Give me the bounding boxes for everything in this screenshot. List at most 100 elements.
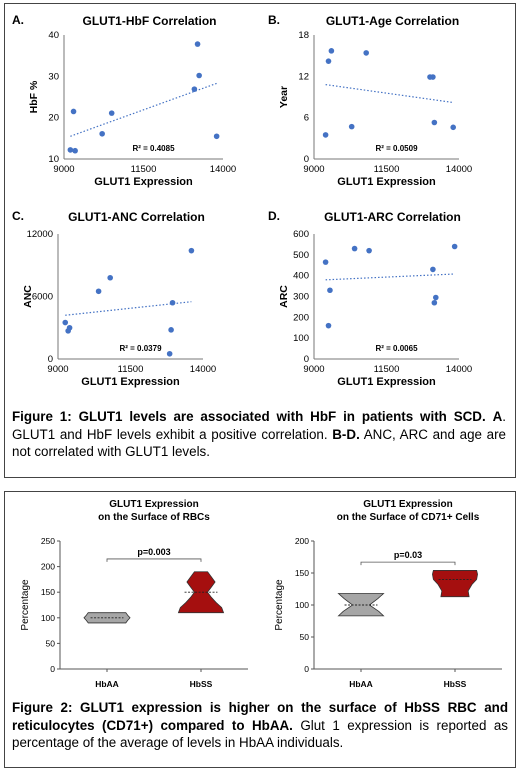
figure-1-caption-a-label: A bbox=[492, 409, 503, 424]
panel-label: B. bbox=[268, 13, 280, 27]
data-point bbox=[431, 299, 438, 306]
chart-title: GLUT1-ARC Correlation bbox=[324, 210, 461, 224]
x-axis-label: GLUT1 Expression bbox=[94, 176, 193, 188]
panel-label: C. bbox=[12, 209, 24, 223]
y-tick-label: 50 bbox=[46, 638, 56, 648]
data-point bbox=[70, 108, 77, 115]
y-tick-label: 0 bbox=[50, 664, 55, 674]
x-tick-label: HbSS bbox=[190, 679, 213, 689]
x-tick-label: 11500 bbox=[374, 164, 400, 175]
chart-glut1-age: B. GLUT1-Age Correlation 0 6 12 18 9000 11500 14… bbox=[268, 13, 472, 188]
x-tick-label: 9000 bbox=[303, 364, 324, 375]
data-point bbox=[366, 247, 372, 254]
violin-hbss bbox=[177, 571, 225, 614]
chart-title-line: on the Surface of RBCs bbox=[98, 512, 210, 523]
y-tick-label: 150 bbox=[295, 568, 309, 578]
x-tick-label: 14000 bbox=[210, 164, 236, 175]
figure-1-caption: Figure 1: GLUT1 levels are associated wi… bbox=[12, 408, 506, 461]
y-tick-label: 100 bbox=[293, 333, 309, 344]
chart-glut1-arc: D. GLUT1-ARC Correlation 0 100 200 300 400 500 6… bbox=[268, 209, 472, 388]
x-tick-label: HbSS bbox=[444, 679, 467, 689]
data-point bbox=[99, 130, 105, 137]
chart-violin-rbc: GLUT1 Expression on the Surface of RBCs 0 5… bbox=[20, 499, 248, 689]
y-axis-label: HbF % bbox=[28, 80, 40, 113]
data-point bbox=[351, 245, 358, 252]
x-tick-label: 11500 bbox=[118, 364, 144, 375]
y-axis-label: Percentage bbox=[274, 579, 285, 631]
y-axis-label: Percentage bbox=[20, 579, 31, 631]
y-tick-label: 40 bbox=[48, 30, 59, 41]
data-point bbox=[196, 72, 202, 79]
y-tick-label: 6 bbox=[304, 113, 309, 124]
data-point bbox=[431, 119, 438, 126]
y-tick-label: 200 bbox=[293, 312, 309, 323]
data-point bbox=[188, 247, 195, 254]
x-tick-label: 14000 bbox=[446, 164, 472, 175]
data-point bbox=[194, 41, 201, 47]
p-value-label: p=0.03 bbox=[394, 550, 422, 560]
y-tick-label: 200 bbox=[295, 536, 309, 546]
x-tick-label: 9000 bbox=[53, 164, 74, 175]
data-point bbox=[169, 299, 176, 306]
y-axis-label: Year bbox=[278, 86, 290, 108]
x-axis-label: GLUT1 Expression bbox=[81, 376, 180, 388]
chart-glut1-anc: C. GLUT1-ANC Correlation 0 6000 12000 9000 115… bbox=[12, 209, 216, 388]
data-point bbox=[213, 133, 220, 140]
data-point bbox=[451, 243, 458, 250]
panel-label: A. bbox=[12, 13, 24, 27]
x-tick-label: 14000 bbox=[446, 364, 472, 375]
trendline bbox=[325, 84, 454, 104]
y-tick-label: 100 bbox=[295, 600, 309, 610]
y-axis-label: ARC bbox=[278, 285, 290, 308]
figure-2-caption: Figure 2: GLUT1 expression is higher on … bbox=[12, 699, 508, 752]
chart-violin-cd71: GLUT1 Expression on the Surface of CD71+ … bbox=[274, 499, 502, 689]
chart-title-line: GLUT1 Expression bbox=[363, 499, 452, 510]
data-point bbox=[327, 287, 333, 294]
y-tick-label: 50 bbox=[300, 632, 310, 642]
trendline bbox=[70, 82, 217, 137]
figure-1-caption-bd-label: B-D. bbox=[332, 426, 360, 442]
x-axis-label: GLUT1 Expression bbox=[337, 376, 436, 388]
chart-title-line: on the Surface of CD71+ Cells bbox=[337, 512, 480, 523]
violin-hbss bbox=[432, 570, 478, 598]
figure-1-caption-a-text: . GLUT1 and HbF levels exhibit a positiv… bbox=[12, 409, 506, 442]
data-point bbox=[322, 132, 329, 138]
data-point bbox=[325, 322, 332, 329]
figure-1-caption-bd-text: ANC, ARC and age are not correlated with… bbox=[12, 426, 507, 460]
figure-2-panel bbox=[4, 491, 516, 768]
data-point bbox=[328, 48, 335, 54]
y-tick-label: 10 bbox=[48, 154, 59, 165]
r-squared-label: R² = 0.4085 bbox=[132, 144, 175, 153]
figure-1-panel bbox=[4, 3, 516, 478]
y-tick-label: 18 bbox=[298, 30, 309, 41]
data-point bbox=[107, 274, 113, 281]
y-tick-label: 600 bbox=[293, 229, 309, 240]
data-point bbox=[62, 319, 69, 326]
x-tick-label: 14000 bbox=[190, 364, 216, 375]
x-tick-label: 9000 bbox=[47, 364, 68, 375]
y-tick-label: 100 bbox=[41, 613, 55, 623]
figure-2-caption-rest: Glut 1 expression is reported as percent… bbox=[12, 717, 508, 751]
data-point bbox=[168, 327, 174, 333]
data-point bbox=[72, 147, 78, 154]
violin-hbaa bbox=[337, 593, 385, 617]
data-point bbox=[433, 294, 439, 301]
violin-hbaa bbox=[83, 612, 131, 624]
y-tick-label: 250 bbox=[41, 536, 55, 546]
y-axis-label: ANC bbox=[22, 285, 34, 308]
data-point bbox=[430, 74, 436, 80]
data-point bbox=[95, 288, 102, 295]
data-point bbox=[430, 266, 436, 273]
figure-1-caption-bold: Figure 1: GLUT1 levels are associated wi… bbox=[12, 409, 486, 424]
data-point bbox=[67, 147, 74, 153]
chart-glut1-hbf: A. GLUT1-HbF Correlation 10 20 30 40 9000 11500… bbox=[12, 13, 236, 188]
y-tick-label: 400 bbox=[293, 271, 309, 282]
x-tick-label: HbAA bbox=[349, 679, 373, 689]
chart-title-line: GLUT1 Expression bbox=[109, 499, 198, 510]
y-tick-label: 30 bbox=[48, 71, 59, 82]
data-point bbox=[450, 124, 456, 131]
y-tick-label: 12 bbox=[298, 71, 309, 82]
y-tick-label: 300 bbox=[293, 292, 309, 303]
y-tick-label: 200 bbox=[41, 562, 55, 572]
r-squared-label: R² = 0.0065 bbox=[375, 344, 418, 353]
